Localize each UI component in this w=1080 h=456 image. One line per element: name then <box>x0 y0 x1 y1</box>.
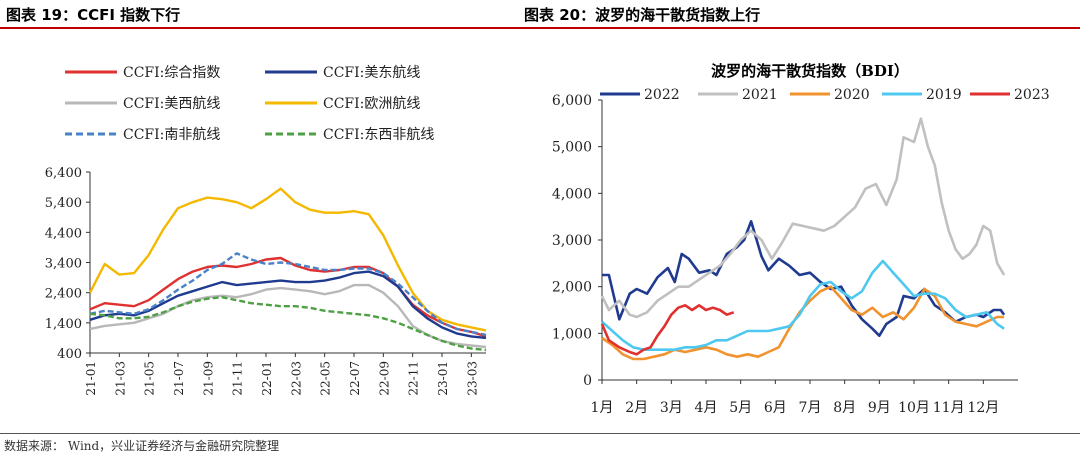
legend-label-1: CCFI:美东航线 <box>323 65 420 81</box>
y-tick-label: 1,000 <box>552 326 592 342</box>
series-line-3 <box>88 187 487 332</box>
x-tick-label: 21-05 <box>143 361 157 396</box>
y-tick-label: 5,400 <box>45 196 82 211</box>
x-tick-label: 11月 <box>933 400 965 416</box>
x-tick-label: 21-09 <box>201 361 215 396</box>
x-tick-label: 21-01 <box>84 361 98 396</box>
x-tick-label: 21-03 <box>113 361 127 396</box>
x-tick-label: 22-01 <box>260 361 274 396</box>
legend-label-2: 2020 <box>834 87 870 103</box>
x-tick-label: 1月 <box>591 400 614 416</box>
x-tick-label: 8月 <box>833 400 856 416</box>
x-tick-label: 21-11 <box>231 361 245 396</box>
x-tick-label: 22-07 <box>348 361 362 396</box>
figure-19-title: 图表 19：CCFI 指数下行 <box>6 6 181 24</box>
series-line-4 <box>89 252 487 337</box>
legend-label-0: CCFI:综合指数 <box>123 65 220 81</box>
title-rule <box>0 27 1080 29</box>
series-line-2021 <box>600 117 1006 319</box>
x-tick-label: 4月 <box>695 400 718 416</box>
x-tick-label: 22-09 <box>377 361 391 396</box>
y-tick-label: 1,400 <box>45 317 82 332</box>
y-tick-label: 400 <box>57 347 82 362</box>
x-tick-label: 23-01 <box>436 361 450 396</box>
bdi-chart: 波罗的海干散货指数（BDI） 2022 2021 2020 2019 2023 0 1,000… <box>552 62 1050 416</box>
y-tick-label: 6,000 <box>552 93 592 109</box>
series-line-2019 <box>601 259 1005 352</box>
ccfi-chart: CCFI:综合指数 CCFI:美东航线 CCFI:美西航线 CCFI:欧洲航线 CCFI… <box>45 65 487 396</box>
y-tick-label: 4,000 <box>552 186 592 202</box>
y-tick-label: 3,400 <box>45 257 82 272</box>
y-tick-label: 4,400 <box>45 226 82 241</box>
x-tick-label: 10月 <box>898 400 930 416</box>
series-line-5 <box>89 296 487 352</box>
legend-label-4: CCFI:南非航线 <box>123 127 220 143</box>
x-tick-label: 3月 <box>660 400 683 416</box>
x-tick-label: 22-03 <box>289 361 303 396</box>
figure-20-title: 图表 20：波罗的海干散货指数上行 <box>524 6 761 24</box>
series-line-2022 <box>602 220 1006 338</box>
x-tick-label: 9月 <box>868 400 891 416</box>
y-tick-label: 3,000 <box>552 233 592 249</box>
x-tick-label: 5月 <box>729 400 752 416</box>
source-note: 数据来源： Wind，兴业证券经济与金融研究院整理 <box>4 439 280 453</box>
y-tick-label: 2,400 <box>45 287 82 302</box>
series-line-2023 <box>600 303 735 356</box>
series-line-0 <box>89 256 487 338</box>
x-tick-label: 7月 <box>799 400 822 416</box>
chart-title: 波罗的海干散货指数（BDI） <box>711 62 909 80</box>
legend-label-0: 2022 <box>644 87 680 103</box>
footer-rule <box>0 433 1080 434</box>
x-tick-label: 21-07 <box>172 361 186 396</box>
x-tick-label: 22-05 <box>319 361 333 396</box>
x-tick-label: 12月 <box>967 400 999 416</box>
legend-label-2: CCFI:美西航线 <box>123 96 220 112</box>
x-tick-label: 22-11 <box>407 361 421 396</box>
x-tick-label: 6月 <box>764 400 787 416</box>
legend-label-5: CCFI:东西非航线 <box>323 127 434 143</box>
y-tick-label: 5,000 <box>552 140 592 156</box>
y-tick-label: 6,400 <box>45 166 82 181</box>
legend-label-3: CCFI:欧洲航线 <box>323 96 420 112</box>
series-line-2 <box>89 283 487 349</box>
x-tick-label: 2月 <box>625 400 648 416</box>
y-tick-label: 0 <box>583 373 592 389</box>
series-line-1 <box>89 270 487 340</box>
legend-label-1: 2021 <box>742 87 778 103</box>
legend-label-4: 2023 <box>1014 87 1050 103</box>
y-tick-label: 2,000 <box>552 280 592 296</box>
legend-label-3: 2019 <box>926 87 962 103</box>
x-tick-label: 23-03 <box>465 361 479 396</box>
